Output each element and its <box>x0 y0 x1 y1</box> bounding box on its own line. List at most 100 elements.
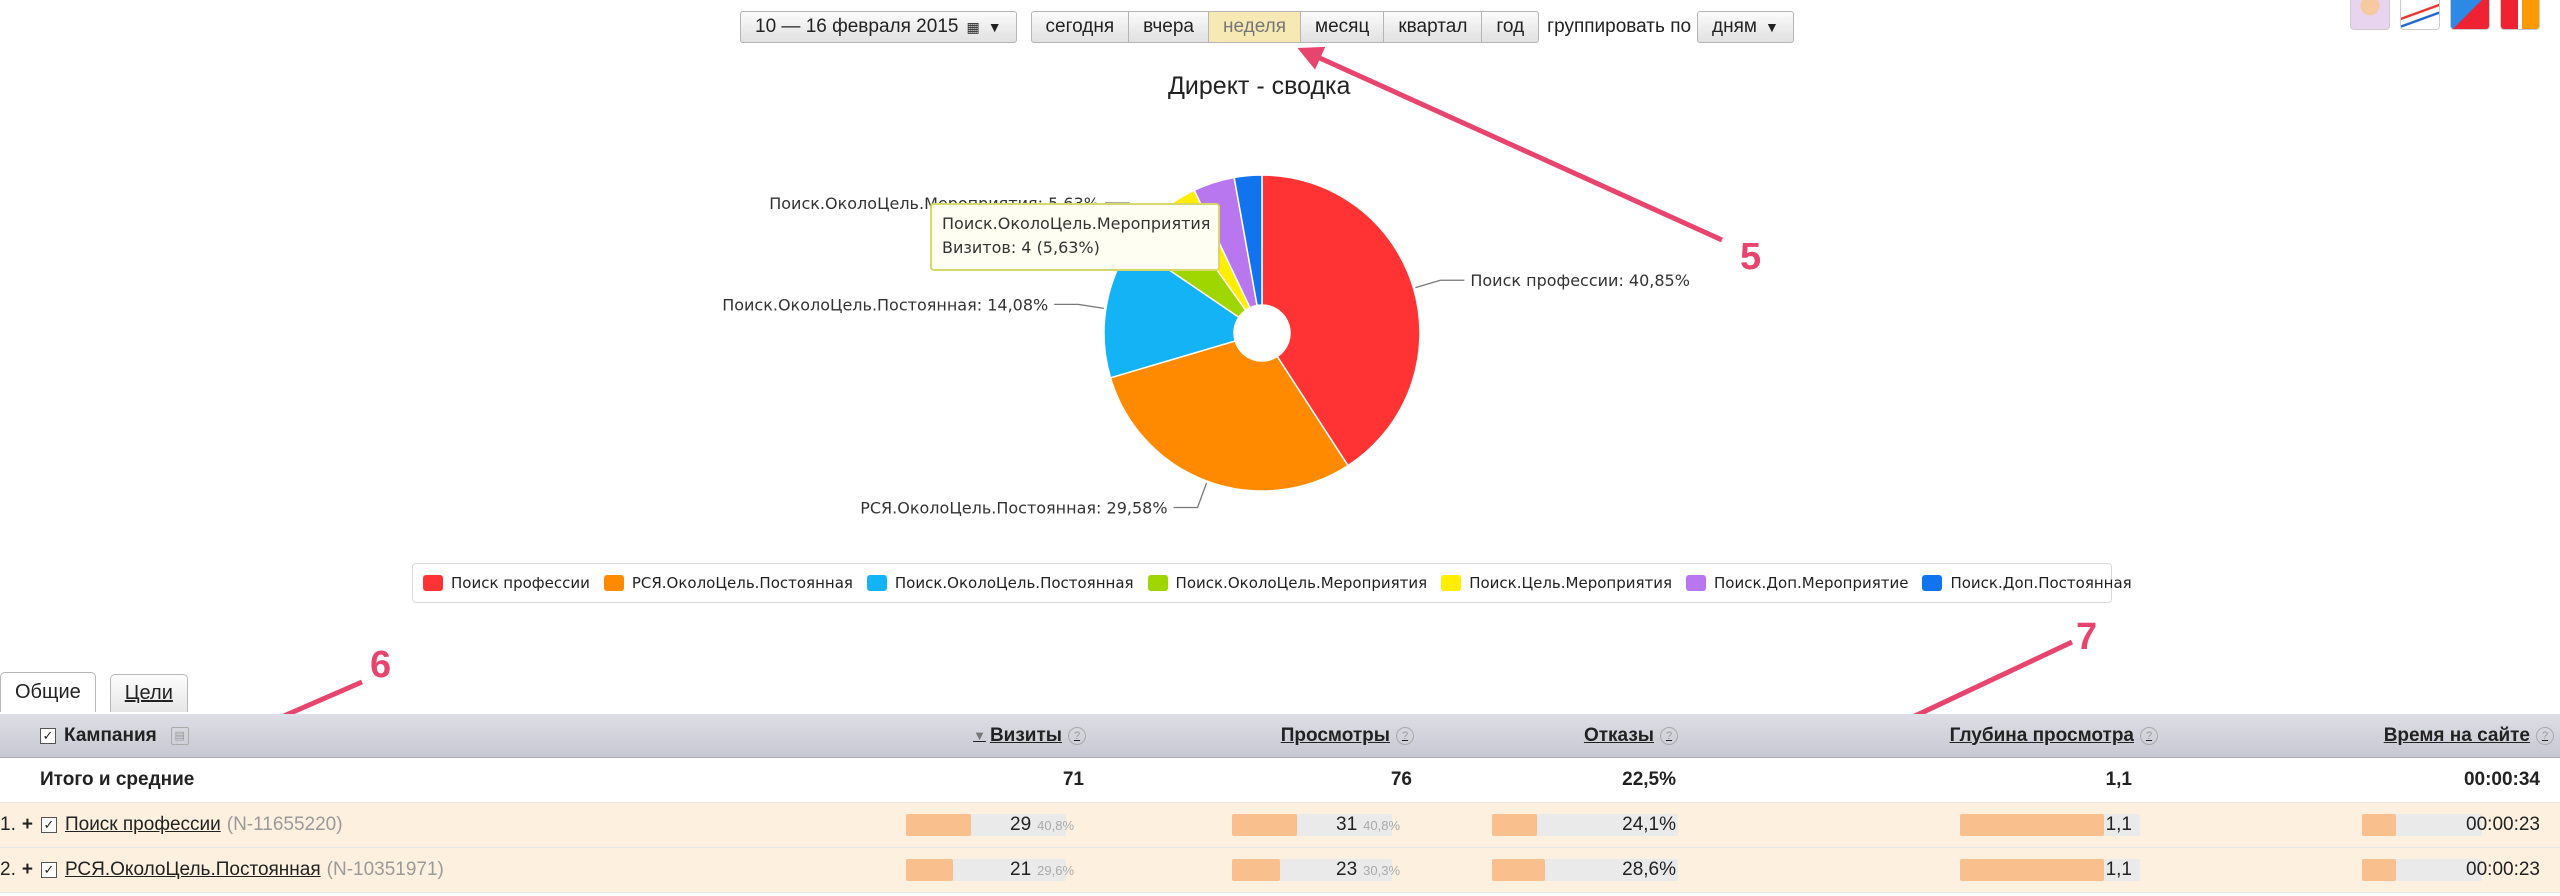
time-bar-fill <box>2362 814 2396 836</box>
tooltip-value: Визитов: 4 (5,63%) <box>942 238 1100 257</box>
total-bounces: 22,5% <box>1622 769 1676 790</box>
period-year-button[interactable]: год <box>1482 11 1540 43</box>
slice-label: РСЯ.ОколоЦель.Постоянная: 29,58% <box>860 498 1167 517</box>
period-today-button[interactable]: сегодня <box>1030 11 1130 43</box>
depth-bar-fill <box>1960 814 2104 836</box>
depth-bar <box>1960 814 2140 836</box>
sort-desc-icon: ▼ <box>973 728 986 743</box>
visits-count: 29 <box>1010 814 1032 835</box>
period-week-button[interactable]: неделя <box>1209 11 1302 43</box>
pie-chart: Поиск профессии: 40,85% РСЯ.ОколоЦель.Пос… <box>722 174 1690 517</box>
help-icon[interactable]: ? <box>2536 726 2554 745</box>
campaign-id: (N-11655220) <box>226 814 343 835</box>
views-value: 23 30,3% <box>1336 848 1400 892</box>
tab-goals-label: Цели <box>124 682 173 704</box>
time-bar <box>2362 859 2482 881</box>
report-tabs: Общие Цели <box>0 672 202 712</box>
period-selector: сегодня вчера неделя месяц квартал год <box>1030 11 1540 43</box>
table-header: ✓ Кампания ▤ ▼ Визиты ? Просмотры ? Отка… <box>0 714 2560 758</box>
pie-chart-icon[interactable] <box>2350 0 2390 30</box>
header-bounces[interactable]: Отказы ? <box>1500 714 1678 757</box>
help-icon[interactable]: ? <box>2140 726 2158 745</box>
help-icon[interactable]: ? <box>1660 726 1678 745</box>
table-total-row: Итого и средние 71 76 22,5% 1,1 00:00:34 <box>0 758 2560 803</box>
legend-item[interactable]: РСЯ.ОколоЦель.Постоянная <box>603 574 853 592</box>
annotation-label-6: 6 <box>370 644 392 686</box>
total-views: 76 <box>1390 769 1412 790</box>
bounces-bar-fill <box>1492 859 1546 881</box>
group-by-label: группировать по <box>1547 16 1692 37</box>
legend-swatch <box>423 575 443 591</box>
annotation-label-7: 7 <box>2076 616 2098 658</box>
header-bounces-label: Отказы <box>1583 724 1654 746</box>
group-by-select[interactable]: дням ▼ <box>1697 11 1794 43</box>
legend-item[interactable]: Поиск.Доп.Мероприятие <box>1686 574 1908 592</box>
bounces-value: 28,6% <box>1622 859 1676 880</box>
views-percent: 40,8% <box>1363 817 1401 833</box>
legend-item[interactable]: Поиск.Доп.Постоянная <box>1922 574 2132 592</box>
legend-swatch <box>866 575 887 591</box>
group-by-value: дням <box>1712 16 1757 37</box>
pie-slice[interactable] <box>1109 340 1349 492</box>
row-campaign: 2. + ✓ РСЯ.ОколоЦель.Постоянная (N-10351… <box>0 848 444 892</box>
time-value: 00:00:23 <box>2466 814 2540 835</box>
row-checkbox[interactable]: ✓ <box>40 862 57 878</box>
tab-general[interactable]: Общие <box>0 672 96 712</box>
depth-value: 1,1 <box>2105 814 2132 835</box>
legend-item[interactable]: Поиск.ОколоЦель.Постоянная <box>866 574 1134 592</box>
campaign-link[interactable]: РСЯ.ОколоЦель.Постоянная <box>64 859 321 880</box>
expand-icon[interactable]: + <box>21 859 33 880</box>
report-toolbar: 10 — 16 февраля 2015 ▦ ▼ сегодня вчера н… <box>740 10 1794 44</box>
total-visits: 71 <box>1062 769 1084 790</box>
date-range-picker[interactable]: 10 — 16 февраля 2015 ▦ ▼ <box>740 11 1017 43</box>
row-checkbox[interactable]: ✓ <box>40 817 57 833</box>
legend-item[interactable]: Поиск профессии <box>423 574 590 592</box>
visits-value: 21 29,6% <box>1010 848 1074 892</box>
slice-label-connector <box>1173 482 1208 509</box>
pie-slice[interactable] <box>1233 174 1263 307</box>
views-percent: 30,3% <box>1363 862 1401 878</box>
campaign-table: ✓ Кампания ▤ ▼ Визиты ? Просмотры ? Отка… <box>0 714 2560 893</box>
bar-chart-icon[interactable] <box>2500 0 2540 30</box>
help-icon[interactable]: ▤ <box>170 726 189 745</box>
tab-goals[interactable]: Цели <box>109 674 188 712</box>
help-icon[interactable]: ? <box>1068 726 1086 745</box>
visits-bar <box>906 859 1066 881</box>
visits-bar <box>906 814 1066 836</box>
legend-label: РСЯ.ОколоЦель.Постоянная <box>631 574 853 592</box>
legend-swatch <box>603 575 624 591</box>
views-bar-fill <box>1232 814 1298 836</box>
campaign-link[interactable]: Поиск профессии <box>64 814 221 835</box>
total-time: 00:00:34 <box>2463 769 2540 790</box>
period-yesterday-button[interactable]: вчера <box>1129 11 1209 43</box>
views-value: 31 40,8% <box>1336 803 1400 847</box>
header-visits-label: Визиты <box>989 724 1062 746</box>
header-time-label: Время на сайте <box>2383 724 2530 746</box>
legend-swatch <box>1147 575 1168 591</box>
select-all-checkbox[interactable]: ✓ <box>40 727 56 744</box>
visits-value: 29 40,8% <box>1010 803 1074 847</box>
header-views[interactable]: Просмотры ? <box>1200 714 1414 757</box>
table-row: 1. + ✓ Поиск профессии (N-11655220) 29 40… <box>0 803 2560 848</box>
slice-label-connector <box>1415 279 1465 289</box>
area-chart-icon[interactable] <box>2450 0 2490 30</box>
expand-icon[interactable]: + <box>21 814 33 835</box>
legend-swatch <box>1686 575 1707 591</box>
header-depth[interactable]: Глубина просмотра ? <box>1800 714 2158 757</box>
help-icon[interactable]: ? <box>1396 726 1414 745</box>
period-quarter-button[interactable]: квартал <box>1384 11 1483 43</box>
line-chart-icon[interactable] <box>2400 0 2440 30</box>
visits-bar-fill <box>906 859 954 881</box>
header-visits[interactable]: ▼ Визиты ? <box>900 714 1086 757</box>
chart-legend: Поиск профессии РСЯ.ОколоЦель.Постоянная… <box>412 563 2132 603</box>
legend-item[interactable]: Поиск.ОколоЦель.Мероприятия <box>1147 574 1427 592</box>
header-time[interactable]: Время на сайте ? <box>2250 714 2554 757</box>
period-month-button[interactable]: месяц <box>1301 11 1385 43</box>
annotation-label-5: 5 <box>1740 236 1762 278</box>
row-number: 1. <box>0 814 16 835</box>
legend-item[interactable]: Поиск.Цель.Мероприятия <box>1441 574 1672 592</box>
header-depth-label: Глубина просмотра <box>1949 724 2134 746</box>
calendar-icon: ▦ <box>966 18 980 35</box>
chevron-down-icon: ▼ <box>987 19 1002 35</box>
slice-label: Поиск профессии: 40,85% <box>1470 271 1690 290</box>
